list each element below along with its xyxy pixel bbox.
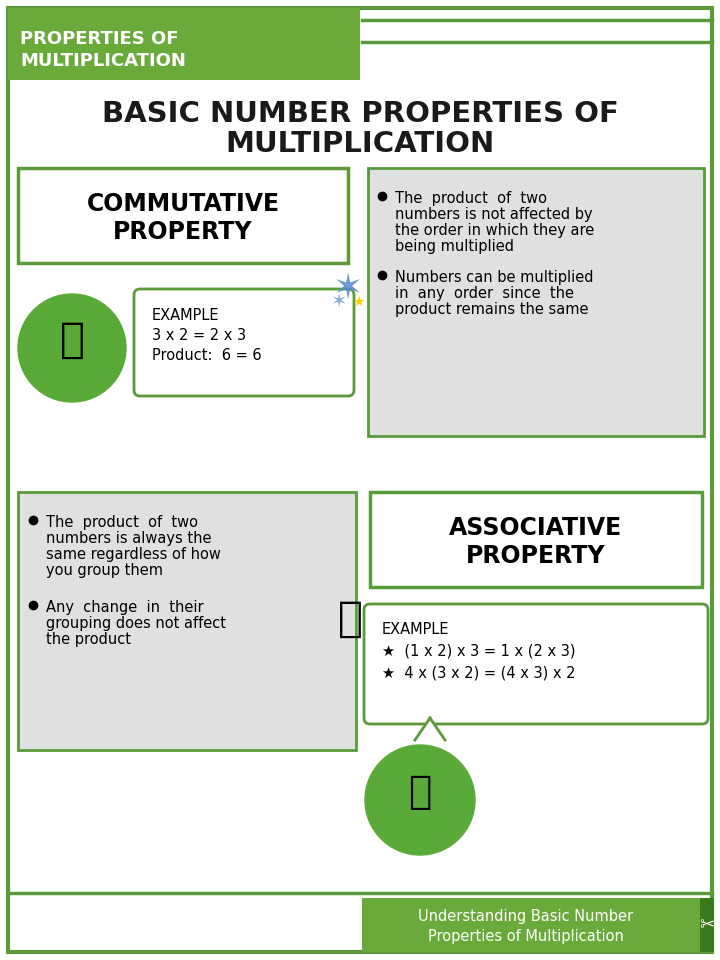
Text: ✶: ✶	[330, 292, 346, 311]
Text: PROPERTIES OF: PROPERTIES OF	[20, 30, 179, 48]
FancyBboxPatch shape	[18, 168, 348, 263]
Text: PROPERTY: PROPERTY	[113, 220, 253, 244]
Text: MULTIPLICATION: MULTIPLICATION	[225, 130, 495, 158]
FancyBboxPatch shape	[700, 898, 714, 952]
Text: ★: ★	[352, 295, 364, 309]
Text: Understanding Basic Number: Understanding Basic Number	[418, 909, 634, 924]
Text: EXAMPLE: EXAMPLE	[382, 622, 449, 637]
Text: ★  4 x (3 x 2) = (4 x 3) x 2: ★ 4 x (3 x 2) = (4 x 3) x 2	[382, 666, 575, 681]
Circle shape	[365, 745, 475, 855]
Text: you group them: you group them	[46, 563, 163, 578]
Text: ✶: ✶	[333, 272, 363, 306]
Text: numbers is always the: numbers is always the	[46, 531, 212, 546]
FancyBboxPatch shape	[368, 168, 704, 436]
FancyBboxPatch shape	[370, 492, 702, 587]
Text: The  product  of  two: The product of two	[46, 515, 198, 530]
Text: Product:  6 = 6: Product: 6 = 6	[152, 348, 261, 363]
Text: Any  change  in  their: Any change in their	[46, 600, 204, 615]
FancyBboxPatch shape	[18, 492, 356, 750]
Text: the product: the product	[46, 632, 131, 647]
FancyBboxPatch shape	[8, 8, 712, 952]
Text: 🧒: 🧒	[60, 319, 84, 361]
Text: grouping does not affect: grouping does not affect	[46, 616, 226, 631]
Text: in  any  order  since  the: in any order since the	[395, 286, 574, 301]
Text: ASSOCIATIVE: ASSOCIATIVE	[449, 516, 623, 540]
Text: numbers is not affected by: numbers is not affected by	[395, 207, 593, 222]
Text: 🏈: 🏈	[338, 598, 362, 640]
Text: the order in which they are: the order in which they are	[395, 223, 594, 238]
FancyBboxPatch shape	[8, 8, 360, 80]
FancyBboxPatch shape	[364, 604, 708, 724]
Text: EXAMPLE: EXAMPLE	[152, 308, 220, 323]
Text: same regardless of how: same regardless of how	[46, 547, 221, 562]
Text: PROPERTY: PROPERTY	[466, 544, 606, 568]
Circle shape	[18, 294, 126, 402]
Text: ★  (1 x 2) x 3 = 1 x (2 x 3): ★ (1 x 2) x 3 = 1 x (2 x 3)	[382, 644, 575, 659]
Text: The  product  of  two: The product of two	[395, 191, 547, 206]
Text: Properties of Multiplication: Properties of Multiplication	[428, 929, 624, 944]
Text: Numbers can be multiplied: Numbers can be multiplied	[395, 270, 593, 285]
Text: 3 x 2 = 2 x 3: 3 x 2 = 2 x 3	[152, 328, 246, 343]
Text: BASIC NUMBER PROPERTIES OF: BASIC NUMBER PROPERTIES OF	[102, 100, 618, 128]
Text: being multiplied: being multiplied	[395, 239, 514, 254]
Text: product remains the same: product remains the same	[395, 302, 588, 317]
FancyBboxPatch shape	[134, 289, 354, 396]
Text: ✂: ✂	[699, 916, 714, 934]
Polygon shape	[415, 718, 445, 740]
Text: 🏈: 🏈	[408, 773, 432, 811]
Text: MULTIPLICATION: MULTIPLICATION	[20, 52, 186, 70]
Text: COMMUTATIVE: COMMUTATIVE	[86, 192, 279, 216]
FancyBboxPatch shape	[362, 898, 704, 952]
